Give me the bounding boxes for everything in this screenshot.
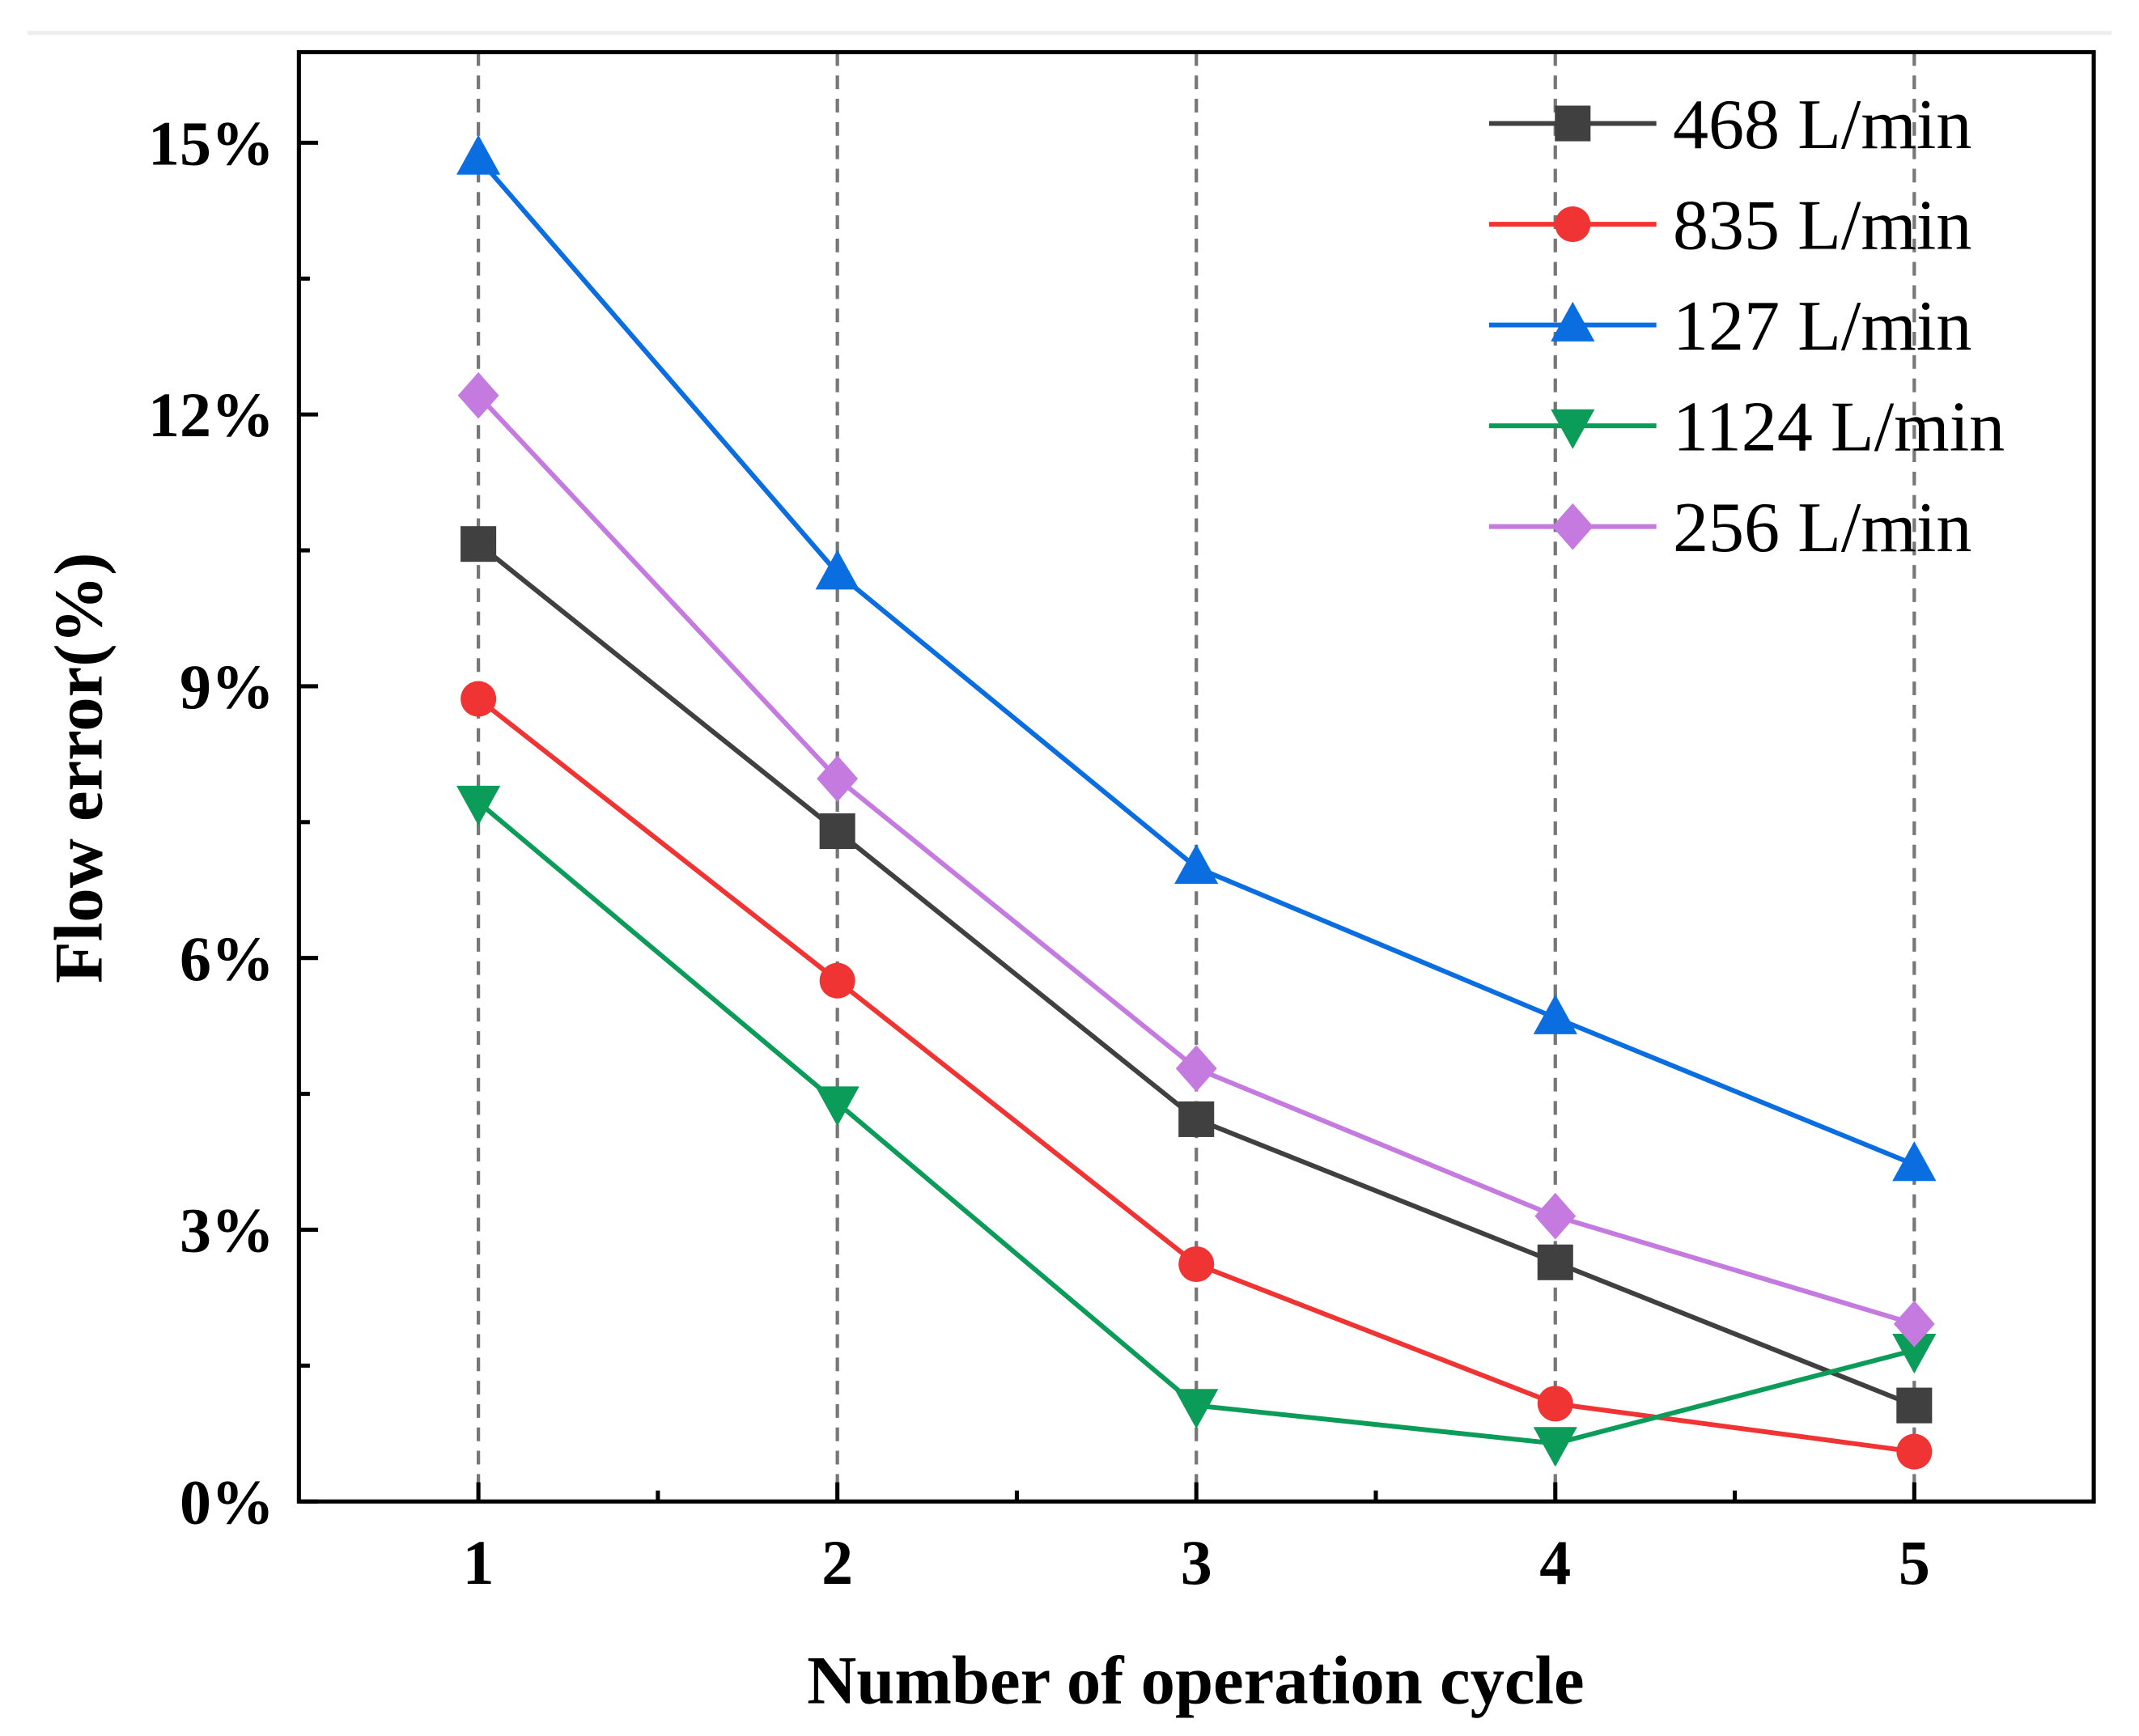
y-tick-label: 6% [180,924,274,994]
data-point [1174,843,1219,885]
y-tick-label: 3% [180,1196,274,1266]
data-point [1178,1246,1215,1283]
data-point [1892,1333,1937,1374]
x-tick-label: 4 [1539,1528,1571,1598]
series-2 [456,134,1937,1182]
legend-marker [1551,301,1595,342]
series-0 [460,526,1933,1424]
data-point [815,1086,859,1127]
y-axis-label: Flow error(%) [41,553,117,983]
y-tick-label: 12% [148,380,274,450]
y-tick-label: 0% [180,1467,274,1537]
data-point [1896,1433,1933,1470]
legend-marker [1555,206,1591,243]
legend-marker [1555,105,1591,142]
data-point [1892,1141,1937,1182]
series-1 [460,681,1933,1470]
data-point [1896,1387,1933,1424]
data-point [1534,1192,1577,1240]
data-point [1537,1244,1573,1280]
legend-marker [1551,409,1595,449]
data-point [815,550,859,590]
legend-item: 1124 L/min [1488,388,2005,467]
legend-label: 1124 L/min [1673,388,2005,467]
data-point [1533,1427,1577,1467]
data-point [819,813,855,850]
data-point [1893,1301,1935,1348]
series-3 [456,785,1937,1467]
y-tick-label: 9% [180,652,274,722]
data-point [819,962,855,999]
legend-item: 835 L/min [1488,186,1972,265]
legend-item: 468 L/min [1488,85,1972,164]
data-point [1533,994,1577,1034]
data-point [1178,1101,1215,1137]
legend-label: 127 L/min [1673,287,1972,366]
data-point [456,785,501,826]
data-point [1174,1389,1219,1429]
legend-item: 127 L/min [1488,287,1972,366]
data-point [460,526,497,562]
y-tick-label: 15% [148,108,274,178]
data-point [1537,1386,1573,1422]
legend-label: 835 L/min [1673,186,1972,265]
data-point [1175,1045,1217,1093]
x-tick-label: 1 [463,1528,494,1598]
legend-label: 468 L/min [1673,85,1972,164]
legend-label: 256 L/min [1673,488,1972,567]
x-tick-label: 2 [821,1528,853,1598]
legend-item: 256 L/min [1488,488,1972,567]
x-tick-label: 3 [1181,1528,1212,1598]
x-tick-label: 5 [1899,1528,1930,1598]
data-point [456,134,501,175]
legend-marker [1551,503,1594,550]
x-axis-label: Number of operation cycle [807,1643,1585,1718]
data-point [460,681,497,717]
